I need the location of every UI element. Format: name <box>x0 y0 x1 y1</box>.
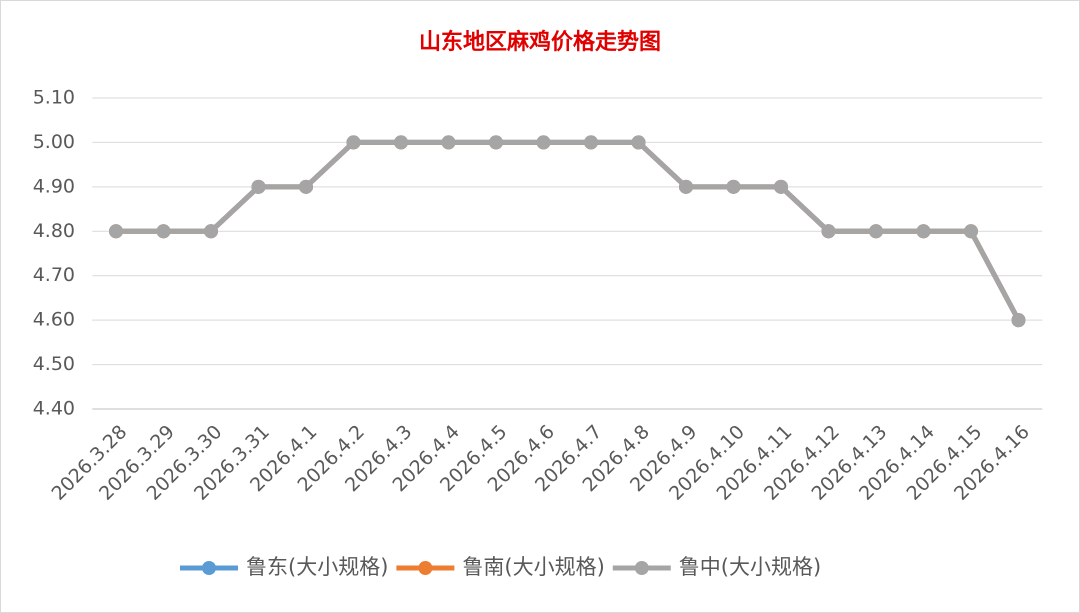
data-point <box>916 224 931 239</box>
data-point <box>441 135 456 150</box>
data-point <box>156 224 171 239</box>
data-point <box>726 179 741 194</box>
y-tick-label: 4.40 <box>33 398 75 420</box>
y-tick-label: 4.50 <box>33 353 75 375</box>
legend-label: 鲁南(大小规格) <box>462 555 604 579</box>
data-point <box>774 179 788 194</box>
y-tick-label: 5.00 <box>33 131 75 153</box>
y-tick-label: 4.80 <box>33 220 75 242</box>
series-line <box>116 139 1021 322</box>
data-point <box>109 224 123 239</box>
chart-title: 山东地区麻鸡价格走势图 <box>419 29 661 55</box>
y-tick-label: 4.70 <box>33 264 75 286</box>
y-tick-label: 4.90 <box>33 175 75 197</box>
y-tick-label: 4.60 <box>33 309 75 331</box>
data-point <box>821 224 836 239</box>
data-point <box>679 179 693 194</box>
data-point <box>489 135 503 150</box>
data-point <box>536 135 551 150</box>
legend-marker <box>634 561 649 575</box>
data-point <box>346 135 361 150</box>
data-point <box>631 135 646 150</box>
y-tick-label: 5.10 <box>33 87 75 109</box>
data-point <box>964 224 978 239</box>
legend-marker <box>202 561 216 575</box>
data-point <box>1011 313 1026 328</box>
data-point <box>394 135 408 150</box>
data-point <box>584 135 598 150</box>
data-point <box>251 179 266 194</box>
data-point <box>204 224 218 239</box>
data-point <box>299 179 313 194</box>
data-point <box>869 224 883 239</box>
legend-marker <box>418 561 433 575</box>
legend-label: 鲁东(大小规格) <box>246 555 388 579</box>
legend-label: 鲁中(大小规格) <box>679 555 821 579</box>
